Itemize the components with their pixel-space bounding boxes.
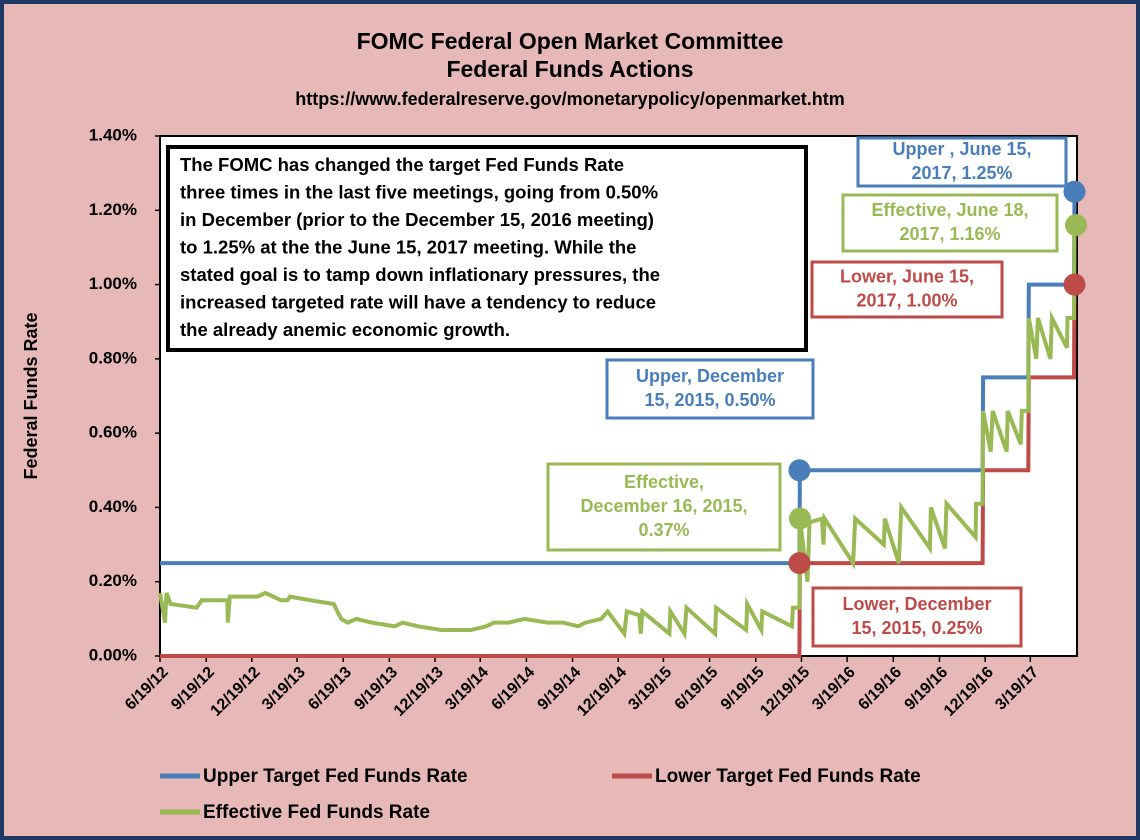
callout-text: Effective, xyxy=(624,472,704,492)
note-text: three times in the last five meetings, g… xyxy=(180,181,658,202)
note-text: The FOMC has changed the target Fed Fund… xyxy=(180,154,624,175)
chart-title: FOMC Federal Open Market Committee xyxy=(357,28,784,54)
annotation-marker xyxy=(1063,273,1086,296)
y-tick-label: 1.00% xyxy=(89,274,137,293)
callout-box xyxy=(605,358,815,420)
callout-text: 15, 2015, 0.50% xyxy=(644,390,775,410)
y-tick-label: 0.20% xyxy=(89,571,137,590)
callout-text: Upper , June 15, xyxy=(892,139,1031,159)
note-text: in December (prior to the December 15, 2… xyxy=(180,209,654,230)
callout-text: 0.37% xyxy=(638,520,689,540)
chart-subtitle: Federal Funds Actions xyxy=(446,56,693,82)
note-text: the already anemic economic growth. xyxy=(180,319,510,340)
note-box xyxy=(166,145,808,352)
callout-box xyxy=(856,136,1068,188)
y-tick-label: 0.60% xyxy=(89,423,137,442)
annotation-marker xyxy=(1064,214,1087,237)
callout-text: Upper, December xyxy=(636,366,784,386)
legend-label: Effective Fed Funds Rate xyxy=(203,802,430,823)
callout-box xyxy=(810,260,1004,319)
callout-text: 2017, 1.25% xyxy=(911,163,1012,183)
note-text: to 1.25% at the the June 15, 2017 meetin… xyxy=(180,236,636,257)
y-axis-label: Federal Funds Rate xyxy=(21,312,41,479)
callout-text: Lower, June 15, xyxy=(840,266,974,286)
y-tick-label: 0.00% xyxy=(89,645,137,664)
annotation-marker xyxy=(1063,180,1086,203)
y-tick-label: 1.20% xyxy=(89,200,137,219)
annotation-marker xyxy=(788,552,811,575)
callout-text: December 16, 2015, xyxy=(580,496,747,516)
annotation-marker xyxy=(788,507,811,530)
callout-text: Effective, June 18, xyxy=(871,200,1028,220)
source-url: https://www.federalreserve.gov/monetaryp… xyxy=(295,89,844,109)
y-tick-label: 0.80% xyxy=(89,348,137,367)
note-text: stated goal is to tamp down inflationary… xyxy=(180,264,660,285)
callout-box xyxy=(811,586,1023,648)
callout-text: 15, 2015, 0.25% xyxy=(851,618,982,638)
y-tick-label: 1.40% xyxy=(89,125,137,144)
series-line xyxy=(158,223,1077,640)
annotation-marker xyxy=(788,459,811,482)
callout-box xyxy=(546,462,782,552)
note-text: increased targeted rate will have a tend… xyxy=(180,291,656,312)
callout-box xyxy=(841,193,1059,253)
legend-label: Lower Target Fed Funds Rate xyxy=(655,766,921,787)
callout-text: 2017, 1.00% xyxy=(856,290,957,310)
callout-text: 2017, 1.16% xyxy=(899,224,1000,244)
callout-text: Lower, December xyxy=(842,594,991,614)
y-tick-label: 0.40% xyxy=(89,497,137,516)
legend-label: Upper Target Fed Funds Rate xyxy=(203,766,468,787)
